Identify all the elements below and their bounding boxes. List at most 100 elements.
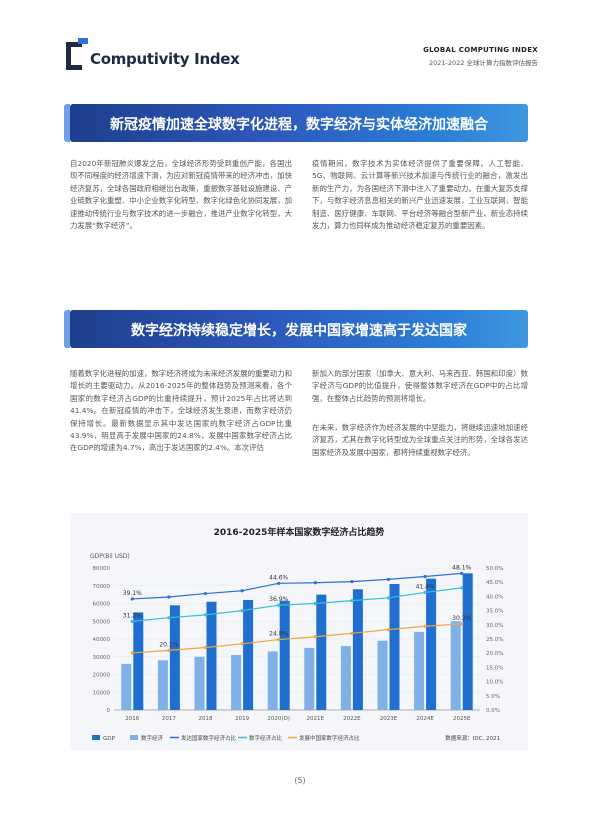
y-axis-label: GDP(Bil USD) xyxy=(90,553,130,560)
series-point xyxy=(203,645,208,650)
data-label: 36.9% xyxy=(269,596,288,603)
series-point xyxy=(460,571,464,575)
report-title: GLOBAL COMPUTING INDEX xyxy=(423,46,538,54)
bar-digital xyxy=(450,621,461,710)
series-point xyxy=(386,577,391,581)
legend-swatch xyxy=(130,735,138,740)
series-point xyxy=(350,580,354,584)
legend-label: 发达国家数字经济占比 xyxy=(181,734,237,742)
bar-gdp xyxy=(133,612,144,710)
bar-digital xyxy=(377,640,388,710)
header-info: GLOBAL COMPUTING INDEX 2021-2022 全球计算力指数… xyxy=(423,46,538,67)
section2-right-text-1: 新加入的部分国家（加拿大、意大利、马来西亚、韩国和印度）数字经济与GDP的比值提… xyxy=(312,369,528,403)
data-label: 31.2% xyxy=(123,612,142,619)
series-point xyxy=(130,597,134,601)
x-tick-label: 2024E xyxy=(416,716,434,722)
bar-gdp xyxy=(426,578,437,710)
series-point xyxy=(386,628,391,632)
y2-tick-label: 30.0% xyxy=(486,623,503,629)
y-tick-label: 60000 xyxy=(93,602,111,608)
y2-tick-label: 20.0% xyxy=(486,651,503,657)
logo-icon xyxy=(66,38,88,70)
series-point xyxy=(203,591,208,596)
bar-gdp xyxy=(316,594,327,710)
series-point xyxy=(167,648,171,652)
bar-gdp xyxy=(169,605,180,710)
series-point xyxy=(130,619,134,623)
series-point xyxy=(277,603,281,607)
series-point xyxy=(130,651,134,655)
chart-container: 2016-2025年样本国家数字经济占比趋势 GDP(Bil USD) 0 10000… xyxy=(70,513,528,750)
data-label: 24.8% xyxy=(269,631,288,638)
section1-banner: 新冠疫情加速全球数字化进程，数字经济与实体经济加速融合 xyxy=(64,104,528,142)
data-label: 20.1% xyxy=(159,641,178,648)
y2-tick-label: 10.0% xyxy=(486,680,503,686)
series-point xyxy=(350,599,354,603)
bar-digital xyxy=(121,663,132,710)
legend-label: 发展中国家数字经济占比 xyxy=(299,734,360,742)
bar-digital xyxy=(414,631,425,710)
x-tick-label: 2017 xyxy=(162,716,176,722)
section1-left-text: 自2020年新冠肺炎爆发之后，全球经济形势受到重创产能，各国出现不同程度的经济增… xyxy=(70,159,292,231)
series-point xyxy=(313,581,317,585)
series-point xyxy=(313,601,317,606)
section2-left-text: 随着数字化进程的加速，数字经济将成为未来经济发展的重要动力和增长的主要驱动力。从… xyxy=(70,369,292,453)
series-line-2 xyxy=(132,572,462,600)
y2-tick-label: 50.0% xyxy=(486,566,503,572)
y-tick-label: 80000 xyxy=(93,566,111,572)
bar-gdp xyxy=(462,573,473,710)
y2-tick-label: 15.0% xyxy=(486,665,503,671)
series-point xyxy=(167,616,171,620)
legend-label: 数字经济占比 xyxy=(249,734,283,742)
section1-right-text: 疫情期间，数字技术为实体经济提供了重要保障。人工智能、5G、物联网、云计算等新兴… xyxy=(312,159,528,231)
x-tick-label: 2018 xyxy=(199,716,213,722)
logo-text: Computivity Index xyxy=(90,50,240,68)
section2-banner: 数字经济持续稳定增长，发展中国家增速高于发达国家 xyxy=(64,310,528,348)
series-point xyxy=(277,581,281,585)
x-tick-label: 2025E xyxy=(453,716,471,722)
y2-tick-label: 5.0% xyxy=(486,694,500,700)
legend-label: GDP xyxy=(103,736,115,742)
series-point xyxy=(240,589,244,593)
series-line-4 xyxy=(132,623,462,654)
page-number: (5) xyxy=(294,776,306,785)
data-label: 48.1% xyxy=(452,564,471,571)
y-tick-label: 10000 xyxy=(93,690,111,696)
data-label: 41.4% xyxy=(416,583,435,590)
digital-economy-chart: 2016-2025年样本国家数字经济占比趋势 GDP(Bil USD) 0 10000… xyxy=(90,526,503,742)
series-point xyxy=(313,635,317,639)
bar-gdp xyxy=(243,599,254,710)
bar-digital xyxy=(231,654,242,710)
bar-gdp xyxy=(206,601,217,710)
y-tick-label: 40000 xyxy=(93,637,111,643)
bar-digital xyxy=(267,651,278,710)
bar-gdp xyxy=(389,583,400,710)
bar-digital xyxy=(157,660,168,710)
x-tick-label: 2019 xyxy=(235,716,249,722)
series-point xyxy=(240,609,244,613)
x-tick-label: 2023E xyxy=(380,716,398,722)
series-point xyxy=(203,613,208,617)
data-label: 30.3% xyxy=(452,615,471,622)
x-tick-label: 2022E xyxy=(343,716,361,722)
section1-title: 新冠疫情加速全球数字化进程，数字经济与实体经济加速融合 xyxy=(110,117,488,133)
page-header: Computivity Index GLOBAL COMPUTING INDEX… xyxy=(0,0,600,80)
x-tick-label: 2021E xyxy=(307,716,325,722)
bar-digital xyxy=(194,656,205,710)
y-tick-label: 0 xyxy=(107,708,111,714)
y2-tick-label: 0.0% xyxy=(486,708,500,714)
chart-source: 数据来源：IDC, 2021 xyxy=(445,734,500,742)
y-tick-label: 70000 xyxy=(93,584,111,590)
y-tick-label: 30000 xyxy=(93,655,111,661)
section2-right-text-2: 在未来，数字经济作为经济发展的中坚能力，将继续迅速地加速经济复苏，尤其在数字化转… xyxy=(312,423,528,457)
legend-label: 数字经济 xyxy=(141,734,164,742)
series-point xyxy=(460,586,464,590)
y-tick-label: 20000 xyxy=(93,673,111,679)
report-subtitle: 2021-2022 全球计算力指数评估报告 xyxy=(429,59,538,67)
data-label: 39.1% xyxy=(123,590,142,597)
series-point xyxy=(423,590,427,595)
y-tick-label: 50000 xyxy=(93,619,111,625)
series-point xyxy=(423,624,427,628)
y2-tick-label: 25.0% xyxy=(486,637,503,643)
series-point xyxy=(350,631,354,635)
